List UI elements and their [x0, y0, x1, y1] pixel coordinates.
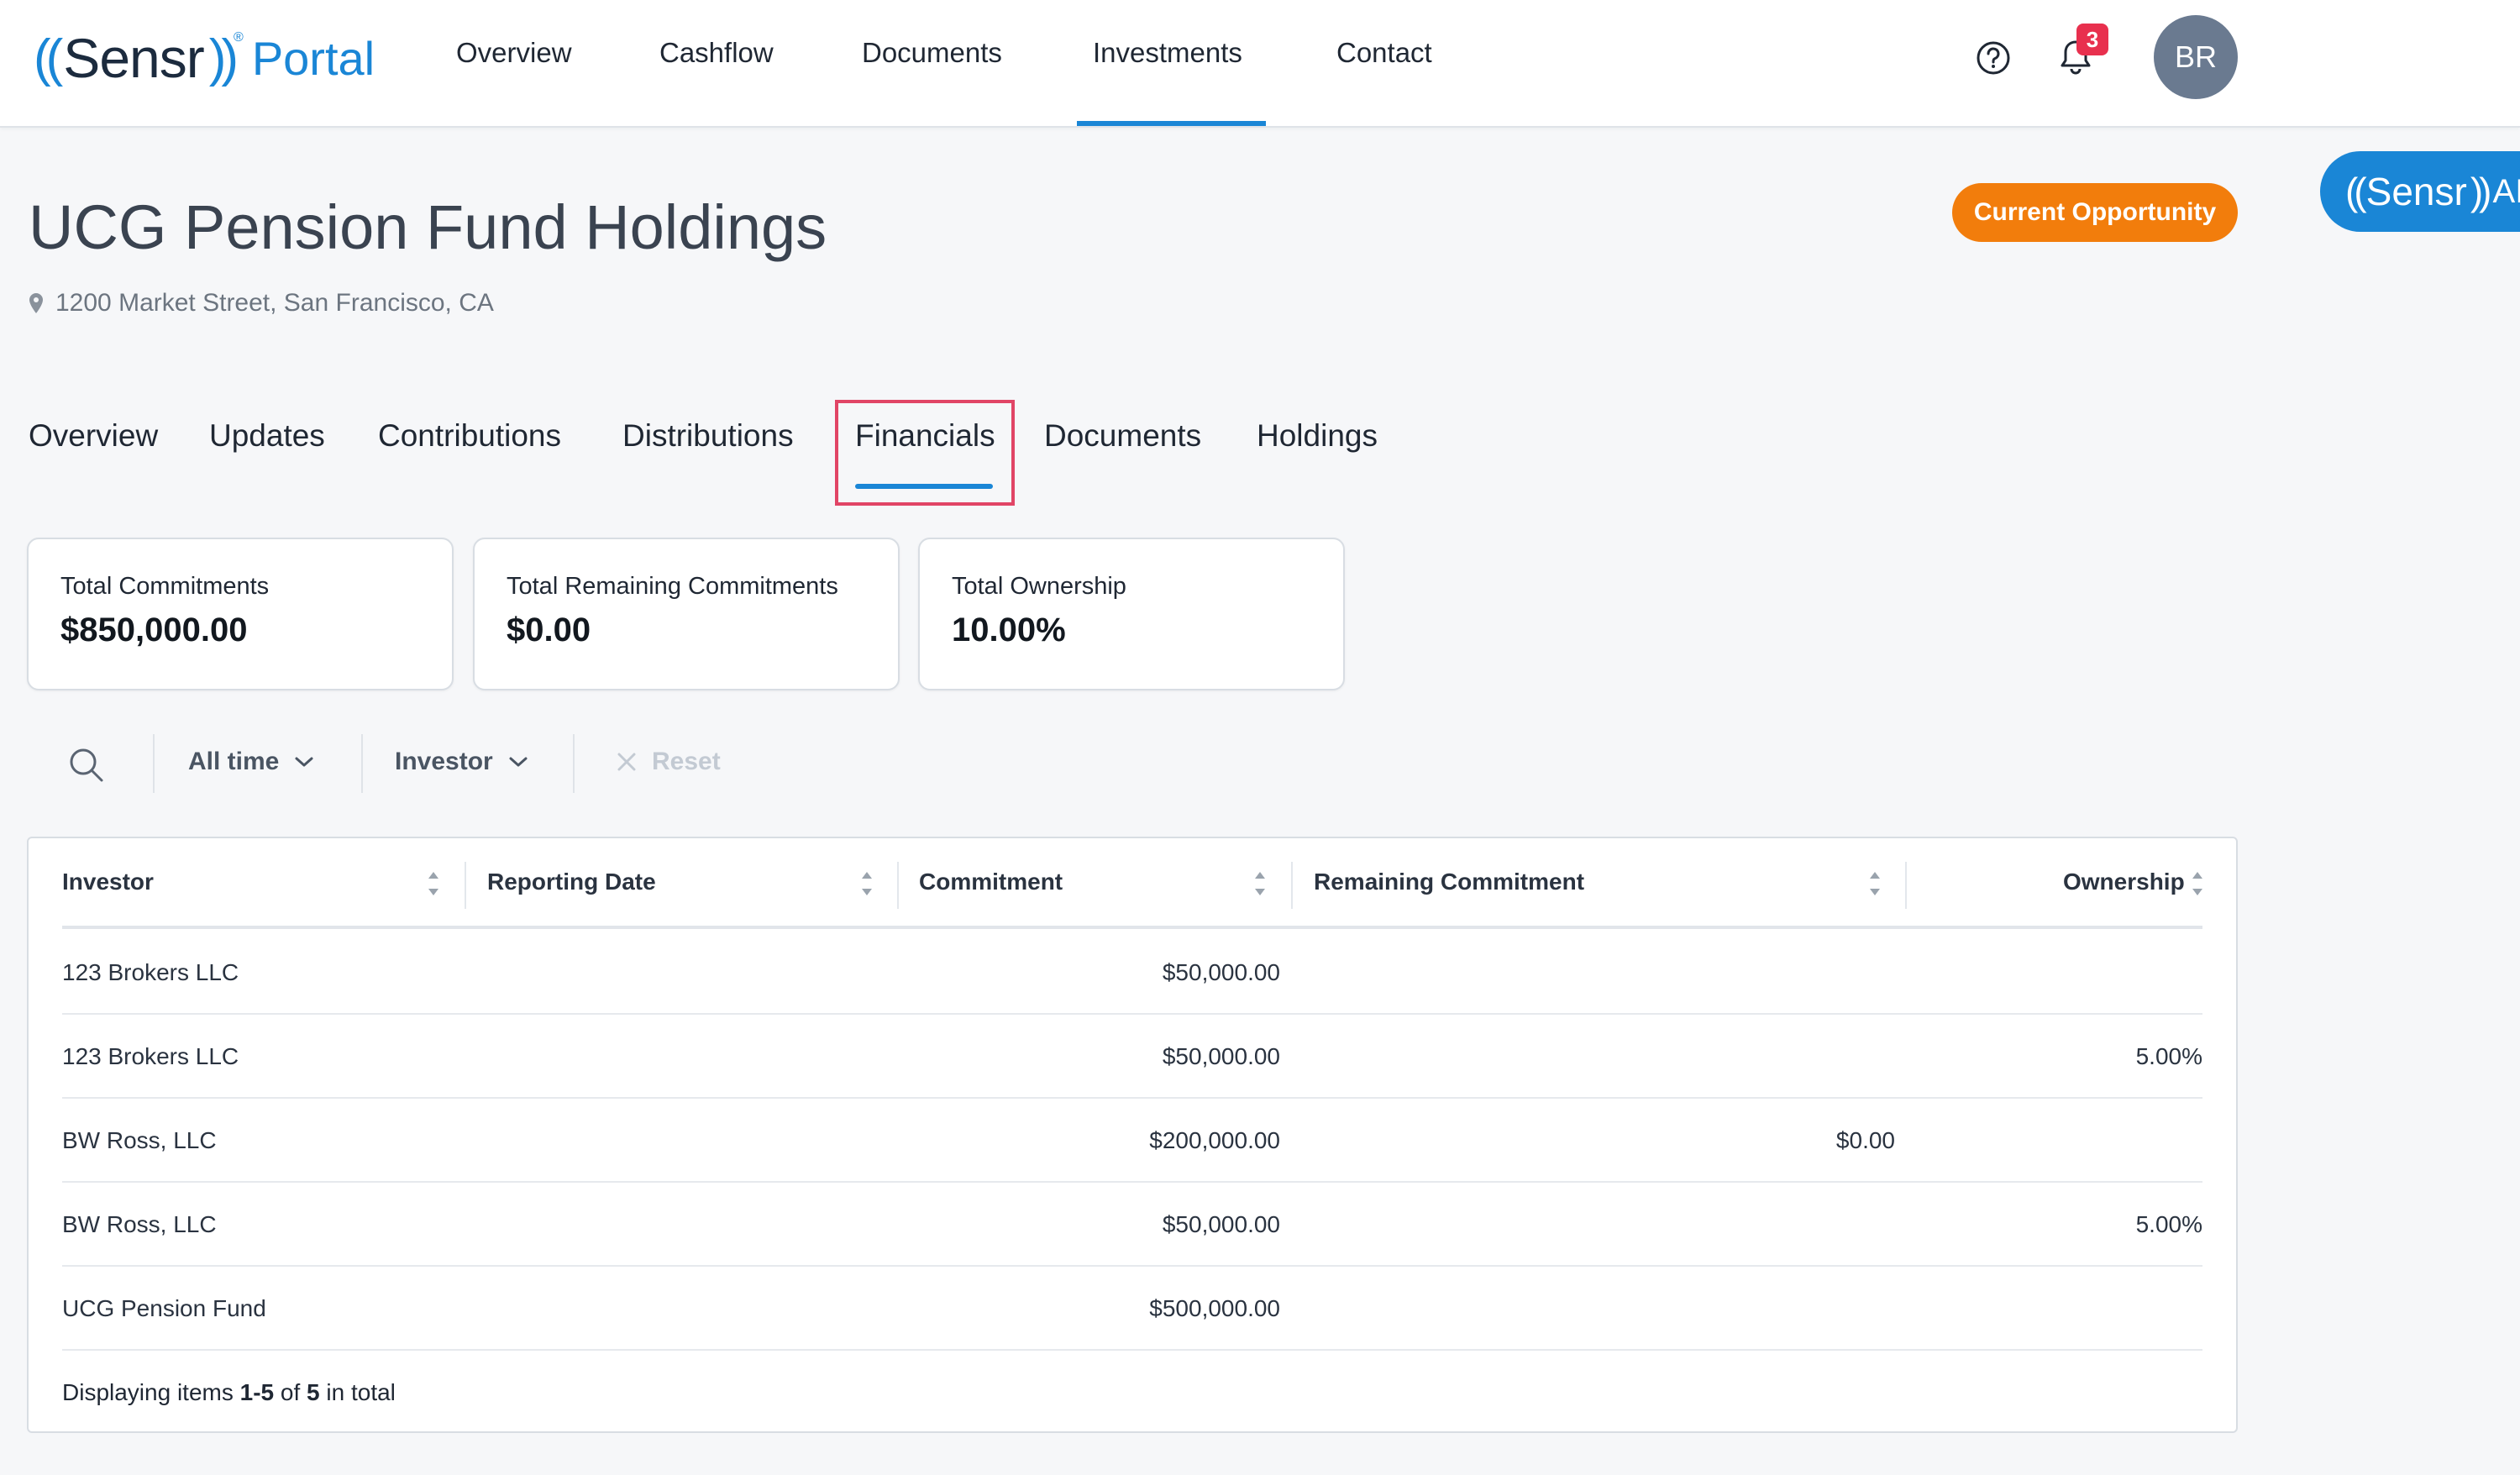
chevron-down-icon — [295, 757, 313, 767]
row-divider — [62, 1265, 2202, 1267]
pagination-range: 1-5 — [239, 1379, 275, 1405]
nav-contact[interactable]: Contact — [1336, 37, 1432, 68]
row-divider — [62, 1349, 2202, 1351]
column-header-remaining-commitment[interactable]: Remaining Commitment — [1314, 869, 1585, 895]
map-pin-icon — [29, 293, 43, 313]
row-divider — [62, 1013, 2202, 1015]
financials-highlight-box — [835, 400, 1015, 506]
chevron-down-icon — [509, 757, 528, 767]
row-divider — [62, 1097, 2202, 1099]
filter-divider — [153, 734, 155, 793]
pagination-suffix: in total — [319, 1379, 396, 1405]
filter-divider — [361, 734, 363, 793]
column-divider — [1905, 862, 1907, 909]
nav-active-indicator — [1077, 121, 1266, 126]
cell-investor: UCG Pension Fund — [62, 1295, 266, 1321]
nav-documents[interactable]: Documents — [862, 37, 1002, 68]
sensr-ai-label: AI — [2492, 172, 2520, 210]
tab-documents[interactable]: Documents — [1044, 418, 1202, 453]
cell-commitment: $50,000.00 — [1162, 959, 1280, 985]
cell-investor: BW Ross, LLC — [62, 1211, 217, 1237]
cell-commitment: $50,000.00 — [1162, 1043, 1280, 1069]
stat-label: Total Ownership — [952, 573, 1126, 600]
column-header-investor[interactable]: Investor — [62, 869, 154, 895]
logo-brand: Sensr — [63, 27, 204, 89]
table-header-divider — [62, 926, 2202, 929]
time-range-dropdown[interactable]: All time — [188, 748, 314, 776]
nav-investments[interactable]: Investments — [1093, 37, 1242, 68]
tab-financials[interactable]: Financials — [855, 418, 995, 453]
reset-filters-button[interactable]: Reset — [617, 748, 721, 776]
page-title: UCG Pension Fund Holdings — [29, 192, 827, 262]
cell-commitment: $500,000.00 — [1149, 1295, 1280, 1321]
sensr-portal-logo[interactable]: (( Sensr )) ® Portal — [34, 27, 375, 89]
nav-overview[interactable]: Overview — [456, 37, 572, 68]
stat-value: $850,000.00 — [60, 612, 248, 648]
time-range-label: All time — [188, 748, 280, 775]
investor-dropdown[interactable]: Investor — [395, 748, 528, 776]
column-divider — [897, 862, 899, 909]
logo-registered-mark: ® — [234, 30, 244, 45]
stat-card-total-remaining-commitments: Total Remaining Commitments $0.00 — [473, 538, 900, 690]
sensr-ai-close-parens: )) — [2470, 170, 2492, 213]
filter-divider — [573, 734, 575, 793]
notification-count-badge: 3 — [2076, 24, 2108, 55]
reset-label: Reset — [652, 748, 721, 775]
sort-icon[interactable] — [425, 865, 442, 902]
top-navigation-bar: (( Sensr )) ® Portal Overview Cashflow D… — [0, 0, 2520, 128]
stat-label: Total Commitments — [60, 573, 270, 600]
cell-commitment: $200,000.00 — [1149, 1127, 1280, 1153]
tab-contributions[interactable]: Contributions — [378, 418, 562, 453]
pagination-total: 5 — [307, 1379, 320, 1405]
logo-open-parens: (( — [34, 29, 63, 87]
sensr-ai-brand: Sensr — [2365, 170, 2467, 213]
stat-card-total-ownership: Total Ownership 10.00% — [918, 538, 1345, 690]
address-text: 1200 Market Street, San Francisco, CA — [55, 289, 494, 317]
cell-investor: BW Ross, LLC — [62, 1127, 217, 1153]
column-divider — [465, 862, 466, 909]
tab-distributions[interactable]: Distributions — [622, 418, 794, 453]
sort-icon[interactable] — [2189, 865, 2206, 902]
cell-ownership: 5.00% — [2135, 1211, 2202, 1237]
pagination-prefix: Displaying items — [62, 1379, 240, 1405]
investor-filter-label: Investor — [395, 748, 493, 775]
tab-overview[interactable]: Overview — [29, 418, 159, 453]
address: 1200 Market Street, San Francisco, CA — [29, 289, 494, 318]
sort-icon[interactable] — [1252, 865, 1268, 902]
cell-investor: 123 Brokers LLC — [62, 959, 239, 985]
cell-investor: 123 Brokers LLC — [62, 1043, 239, 1069]
column-header-commitment[interactable]: Commitment — [919, 869, 1063, 895]
column-header-ownership[interactable]: Ownership — [2063, 869, 2185, 895]
search-icon[interactable] — [67, 746, 104, 787]
help-circle-icon[interactable] — [1976, 40, 2011, 80]
nav-cashflow[interactable]: Cashflow — [659, 37, 774, 68]
pagination-of: of — [274, 1379, 307, 1405]
current-opportunity-button[interactable]: Current Opportunity — [1952, 183, 2238, 242]
stat-label: Total Remaining Commitments — [507, 573, 838, 600]
sensr-ai-button[interactable]: (( Sensr )) AI — [2320, 151, 2520, 232]
sort-icon[interactable] — [858, 865, 875, 902]
cell-remaining: $0.00 — [1835, 1127, 1895, 1153]
row-divider — [62, 1181, 2202, 1183]
stat-card-total-commitments: Total Commitments $850,000.00 — [27, 538, 454, 690]
cell-commitment: $50,000.00 — [1162, 1211, 1280, 1237]
active-tab-indicator — [855, 484, 993, 489]
logo-product: Portal — [251, 31, 375, 85]
sort-icon[interactable] — [1866, 865, 1883, 902]
cell-ownership: 5.00% — [2135, 1043, 2202, 1069]
tab-updates[interactable]: Updates — [209, 418, 325, 453]
column-header-reporting-date[interactable]: Reporting Date — [487, 869, 656, 895]
stat-value: $0.00 — [507, 612, 591, 648]
column-divider — [1291, 862, 1293, 909]
close-icon — [617, 753, 636, 771]
financials-table — [27, 837, 2238, 1433]
stat-value: 10.00% — [952, 612, 1066, 648]
sensr-ai-open-parens: (( — [2345, 170, 2367, 213]
tab-holdings[interactable]: Holdings — [1257, 418, 1378, 453]
user-avatar[interactable]: BR — [2154, 15, 2238, 99]
logo-close-parens: )) — [208, 29, 239, 87]
pagination-summary: Displaying items 1-5 of 5 in total — [62, 1379, 396, 1406]
